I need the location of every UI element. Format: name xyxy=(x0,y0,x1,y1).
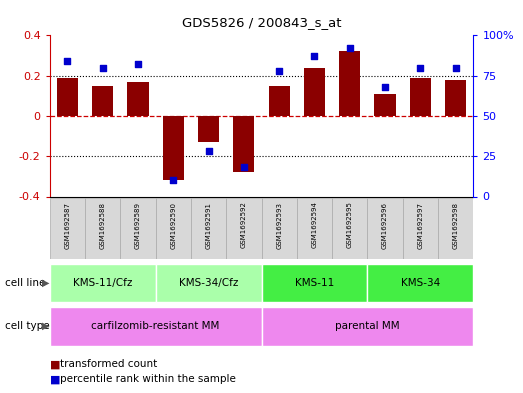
Text: GSM1692593: GSM1692593 xyxy=(276,202,282,248)
Text: GSM1692596: GSM1692596 xyxy=(382,202,388,248)
Bar xyxy=(262,307,473,346)
Bar xyxy=(156,198,191,259)
Bar xyxy=(233,116,254,172)
Bar xyxy=(128,82,149,116)
Bar xyxy=(50,263,156,303)
Bar xyxy=(85,198,120,259)
Text: GSM1692587: GSM1692587 xyxy=(64,202,70,248)
Text: ▶: ▶ xyxy=(42,278,49,288)
Bar xyxy=(50,307,262,346)
Text: KMS-11: KMS-11 xyxy=(295,278,334,288)
Text: GSM1692598: GSM1692598 xyxy=(453,202,459,248)
Point xyxy=(134,61,142,68)
Bar xyxy=(198,116,219,142)
Point xyxy=(381,84,389,90)
Bar xyxy=(410,78,431,116)
Bar xyxy=(120,198,155,259)
Bar xyxy=(374,94,395,116)
Bar xyxy=(403,198,438,259)
Point xyxy=(346,45,354,51)
Point xyxy=(204,148,213,154)
Text: GSM1692594: GSM1692594 xyxy=(312,202,317,248)
Text: GSM1692597: GSM1692597 xyxy=(417,202,423,248)
Text: KMS-11/Cfz: KMS-11/Cfz xyxy=(73,278,132,288)
Bar xyxy=(262,263,367,303)
Text: cell type: cell type xyxy=(5,321,50,331)
Point xyxy=(240,164,248,171)
Text: KMS-34/Cfz: KMS-34/Cfz xyxy=(179,278,238,288)
Bar xyxy=(445,80,466,116)
Bar xyxy=(92,86,113,116)
Bar xyxy=(367,198,403,259)
Text: GDS5826 / 200843_s_at: GDS5826 / 200843_s_at xyxy=(182,16,341,29)
Point xyxy=(63,58,72,64)
Point xyxy=(98,64,107,71)
Bar xyxy=(269,86,290,116)
Bar xyxy=(438,198,473,259)
Bar xyxy=(156,263,262,303)
Text: GSM1692590: GSM1692590 xyxy=(170,202,176,248)
Text: GSM1692595: GSM1692595 xyxy=(347,202,353,248)
Text: ■: ■ xyxy=(50,359,60,369)
Point xyxy=(416,64,425,71)
Point xyxy=(169,177,177,184)
Text: ■: ■ xyxy=(50,374,60,384)
Text: transformed count: transformed count xyxy=(60,359,157,369)
Point xyxy=(310,53,319,59)
Text: GSM1692591: GSM1692591 xyxy=(206,202,211,248)
Bar xyxy=(304,68,325,116)
Bar xyxy=(262,198,297,259)
Text: parental MM: parental MM xyxy=(335,321,400,331)
Bar xyxy=(367,263,473,303)
Text: KMS-34: KMS-34 xyxy=(401,278,440,288)
Bar xyxy=(191,198,226,259)
Bar xyxy=(339,51,360,116)
Bar xyxy=(226,198,262,259)
Bar xyxy=(50,198,85,259)
Text: GSM1692589: GSM1692589 xyxy=(135,202,141,248)
Text: percentile rank within the sample: percentile rank within the sample xyxy=(60,374,236,384)
Point xyxy=(451,64,460,71)
Text: carfilzomib-resistant MM: carfilzomib-resistant MM xyxy=(92,321,220,331)
Bar xyxy=(163,116,184,180)
Text: GSM1692592: GSM1692592 xyxy=(241,202,247,248)
Text: ▶: ▶ xyxy=(42,321,49,331)
Bar xyxy=(297,198,332,259)
Bar xyxy=(332,198,367,259)
Text: GSM1692588: GSM1692588 xyxy=(100,202,106,248)
Point xyxy=(275,68,283,74)
Text: cell line: cell line xyxy=(5,278,46,288)
Bar xyxy=(57,78,78,116)
